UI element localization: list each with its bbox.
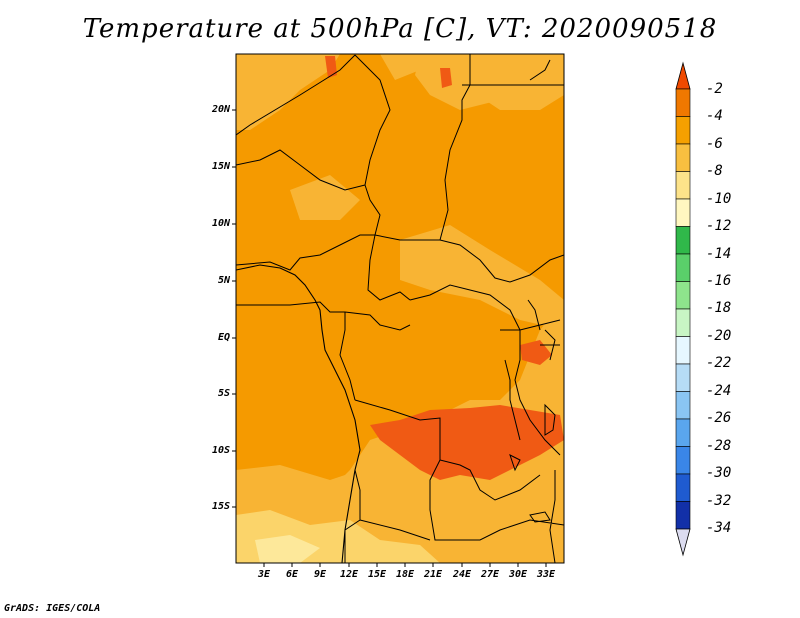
colorbar-label: -28 [706, 438, 732, 454]
contour-minus10-south [255, 535, 320, 563]
lon-label-30e: 30E [508, 569, 528, 580]
colorbar-label: -16 [706, 273, 732, 289]
lat-label-10s: 10S [211, 445, 230, 456]
colorbar-segment [675, 308, 691, 337]
colorbar-segment [675, 143, 691, 172]
colorbar-label: -24 [706, 383, 732, 399]
lakes [504, 299, 556, 523]
coastline [236, 264, 361, 563]
lat-label-5s: 5S [217, 388, 230, 399]
colorbar-segment [675, 226, 691, 255]
colorbar-label: -6 [706, 136, 723, 152]
border-lines [236, 54, 564, 563]
contour-minus6-north [236, 54, 340, 130]
lon-label-24e: 24E [452, 569, 472, 580]
lon-label-21e: 21E [423, 569, 443, 580]
colorbar-arrow-top [675, 61, 691, 90]
temperature-field [236, 54, 564, 563]
lat-label-eq: EQ [217, 332, 230, 343]
lon-label-18e: 18E [395, 569, 415, 580]
colorbar-label: -4 [706, 108, 723, 124]
lon-label-9e: 9E [313, 569, 327, 580]
colorbar-label: -2 [706, 81, 723, 97]
coast-northeast [529, 59, 551, 81]
colorbar-arrow-bottom [675, 528, 691, 557]
colorbar-segment [675, 418, 691, 447]
lat-label-5n: 5N [217, 275, 230, 286]
colorbar-label: -10 [706, 191, 732, 207]
colorbar-segment [675, 501, 691, 530]
lat-label-10n: 10N [211, 218, 230, 229]
lon-label-33e: 33E [536, 569, 556, 580]
country-borders [236, 54, 564, 563]
lat-label-20n: 20N [211, 104, 230, 115]
colorbar-label: -12 [706, 218, 732, 234]
lon-label-27e: 27E [480, 569, 500, 580]
colorbar-segment [675, 88, 691, 117]
colorbar [675, 61, 691, 557]
colorbar-segment [675, 336, 691, 365]
colorbar-segment [675, 198, 691, 227]
colorbar-segment [675, 253, 691, 282]
lat-label-15s: 15S [211, 501, 230, 512]
contour-minus6-centre [400, 225, 564, 330]
colorbar-label: -8 [706, 163, 723, 179]
colorbar-label: -20 [706, 328, 732, 344]
warm-spot-north [325, 56, 337, 78]
colorbar-segment [675, 171, 691, 200]
colorbar-label: -34 [706, 520, 732, 536]
map-frame [235, 53, 565, 564]
lon-label-3e: 3E [257, 569, 271, 580]
colorbar-segment [675, 473, 691, 502]
lon-ticks [263, 563, 547, 567]
lon-label-12e: 12E [339, 569, 359, 580]
contour-minus6-west [290, 175, 360, 220]
colorbar-label: -18 [706, 300, 732, 316]
colorbar-label: -22 [706, 355, 732, 371]
lat-label-15n: 15N [211, 161, 230, 172]
colorbar-segment [675, 281, 691, 310]
colorbar-segment [675, 391, 691, 420]
lat-ticks [232, 109, 236, 508]
map-title: Temperature at 500hPa [C], VT: 202009051… [82, 14, 718, 44]
lon-label-6e: 6E [285, 569, 299, 580]
lon-label-15e: 15E [367, 569, 387, 580]
colorbar-segment [675, 446, 691, 475]
colorbar-label: -14 [706, 246, 732, 262]
colorbar-segment [675, 363, 691, 392]
colorbar-segment [675, 116, 691, 145]
colorbar-label: -30 [706, 465, 732, 481]
colorbar-label: -26 [706, 410, 732, 426]
grads-credit: GrADS: IGES/COLA [4, 603, 101, 614]
warm-spot-east [520, 340, 552, 365]
warm-spot-northcentral [440, 68, 452, 88]
colorbar-label: -32 [706, 493, 732, 509]
